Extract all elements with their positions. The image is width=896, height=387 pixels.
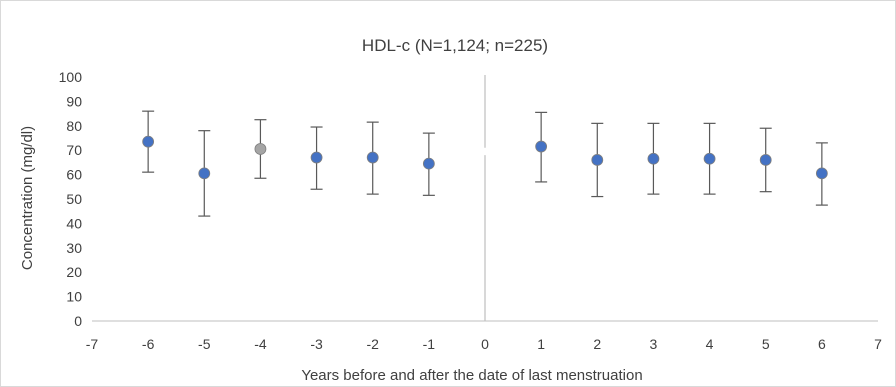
chart-title: HDL-c (N=1,124; n=225) — [362, 36, 548, 55]
x-axis-label: Years before and after the date of last … — [301, 367, 642, 384]
x-tick-label: 7 — [874, 336, 882, 352]
axes: 0 10 20 30 40 50 60 70 80 90 100 -7 -6 -5 -4 -3 -2 -1 0 1 2 3… — [59, 69, 882, 352]
data-point — [815, 167, 828, 180]
data-point — [535, 140, 548, 153]
data-point — [647, 152, 660, 165]
data-point — [198, 167, 211, 180]
x-tick-label: 0 — [481, 336, 489, 352]
y-tick-label: 90 — [66, 93, 82, 109]
y-axis-label: Concentration (mg/dl) — [19, 126, 36, 270]
y-tick-label: 100 — [59, 69, 83, 85]
y-tick-label: 0 — [74, 313, 82, 329]
x-tick-label: -6 — [142, 336, 155, 352]
x-tick-label: -5 — [198, 336, 211, 352]
x-tick-label: 1 — [537, 336, 545, 352]
data-marks — [142, 110, 828, 217]
y-tick-label: 20 — [66, 264, 82, 280]
x-tick-label: 3 — [650, 336, 658, 352]
x-tick-label: -3 — [310, 336, 323, 352]
x-tick-label: -4 — [254, 336, 267, 352]
data-point — [703, 152, 716, 165]
data-point — [366, 151, 379, 164]
x-tick-label: 6 — [818, 336, 826, 352]
y-tick-label: 80 — [66, 118, 82, 134]
data-point — [759, 154, 772, 166]
data-point — [310, 151, 323, 164]
y-tick-label: 40 — [66, 215, 82, 231]
x-tick-label: -7 — [86, 336, 99, 352]
y-tick-label: 30 — [66, 240, 82, 256]
x-tick-label: 2 — [593, 336, 601, 352]
y-tick-label: 50 — [66, 191, 82, 207]
data-point — [422, 157, 435, 170]
data-point — [254, 143, 267, 155]
data-point — [142, 135, 155, 148]
x-tick-label: 4 — [706, 336, 714, 352]
x-tick-label: -2 — [366, 336, 379, 352]
x-tick-label: -1 — [423, 336, 436, 352]
data-point — [591, 154, 604, 166]
x-tick-label: 5 — [762, 336, 770, 352]
y-tick-label: 60 — [66, 167, 82, 183]
y-tick-label: 70 — [66, 142, 82, 158]
y-tick-label: 10 — [66, 289, 82, 305]
